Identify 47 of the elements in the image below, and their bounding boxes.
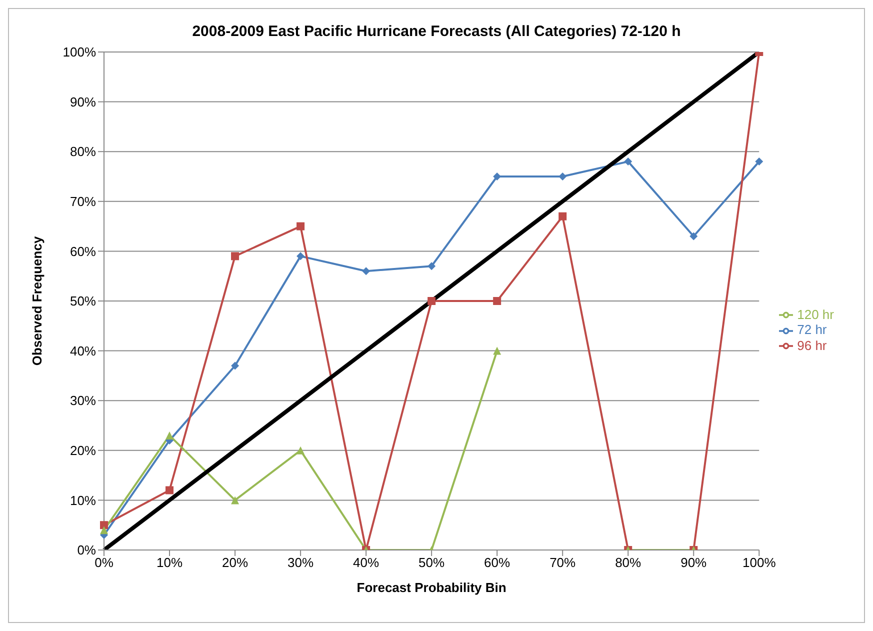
legend-label: 96 hr [797,338,827,353]
point [428,297,436,305]
y-tick-label: 30% [70,393,96,408]
x-tick-label: 90% [680,555,708,570]
point [231,362,240,370]
point [296,252,305,260]
point [231,252,240,260]
y-tick-label: 100% [62,44,96,60]
y-tick-label: 50% [70,294,96,309]
x-axis-title: Forecast Probability Bin [356,580,506,595]
point [558,172,567,180]
point [362,267,370,276]
y-tick-label: 80% [70,144,96,160]
y-axis-title: Observed Frequency [30,236,45,366]
point [624,158,632,166]
x-tick-label: 70% [550,555,576,570]
point [558,212,567,220]
x-tick-label: 0% [94,555,114,570]
point [231,496,240,504]
x-tick-label: 80% [615,555,642,570]
point [296,222,305,230]
y-tick-label: 20% [70,443,96,458]
y-tick-label: 70% [70,194,96,210]
point [493,346,502,355]
y-tick-label: 0% [77,542,96,558]
point [296,446,305,454]
y-tick-label: 40% [70,343,96,358]
x-tick-label: 10% [156,555,183,570]
chart-title: 2008-2009 East Pacific Hurricane Forecasts (All Categories) 72-120 h [191,23,682,40]
y-tick-label: 90% [70,94,96,110]
legend-label: 120 hr [797,306,834,322]
x-tick-label: 60% [484,555,511,570]
point [100,521,108,530]
y-tick-label: 10% [70,492,96,508]
point [428,262,436,270]
point [755,158,764,166]
x-tick-label: 20% [222,555,248,570]
point [166,486,174,494]
x-tick-label: 40% [353,555,380,570]
point [690,232,698,240]
x-tick-label: 50% [418,555,446,570]
point [100,526,108,534]
y-tick-label: 60% [70,244,96,259]
x-tick-label: 100% [742,555,776,570]
legend-label: 72 hr [797,322,827,338]
point [493,297,502,305]
x-tick-label: 30% [288,555,314,570]
